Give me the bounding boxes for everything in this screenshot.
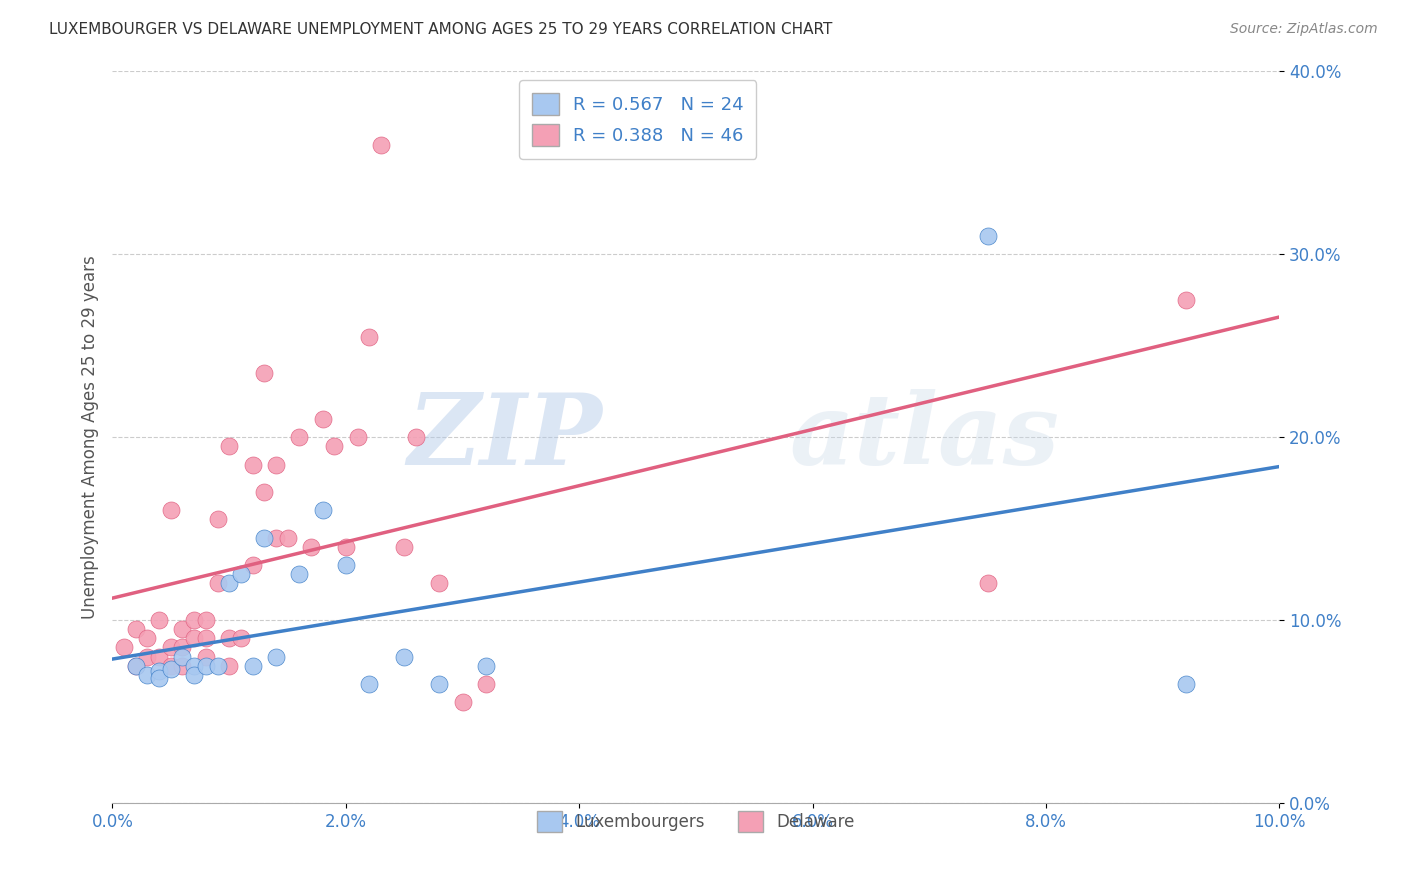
Point bbox=[125, 658, 148, 673]
Legend: Luxembourgers, Delaware: Luxembourgers, Delaware bbox=[530, 805, 862, 838]
Point bbox=[427, 677, 450, 691]
Point bbox=[207, 512, 229, 526]
Point bbox=[242, 558, 264, 573]
Point bbox=[475, 677, 498, 691]
Point bbox=[229, 632, 252, 646]
Y-axis label: Unemployment Among Ages 25 to 29 years: Unemployment Among Ages 25 to 29 years bbox=[80, 255, 98, 619]
Point bbox=[136, 667, 159, 681]
Point bbox=[299, 540, 322, 554]
Point bbox=[288, 430, 311, 444]
Point bbox=[218, 439, 240, 453]
Point bbox=[183, 613, 205, 627]
Point bbox=[242, 658, 264, 673]
Point bbox=[264, 649, 287, 664]
Point bbox=[976, 229, 998, 244]
Point bbox=[160, 640, 183, 655]
Point bbox=[264, 531, 287, 545]
Point bbox=[311, 503, 333, 517]
Point bbox=[136, 649, 159, 664]
Point bbox=[370, 137, 392, 152]
Point bbox=[1175, 677, 1198, 691]
Point bbox=[172, 622, 194, 636]
Text: Source: ZipAtlas.com: Source: ZipAtlas.com bbox=[1230, 22, 1378, 37]
Text: atlas: atlas bbox=[789, 389, 1059, 485]
Point bbox=[194, 649, 217, 664]
Point bbox=[335, 558, 357, 573]
Point bbox=[172, 649, 194, 664]
Point bbox=[183, 632, 205, 646]
Point bbox=[148, 664, 170, 678]
Point bbox=[218, 658, 240, 673]
Point bbox=[148, 649, 170, 664]
Point bbox=[276, 531, 298, 545]
Point bbox=[194, 632, 217, 646]
Point bbox=[183, 667, 205, 681]
Point bbox=[218, 632, 240, 646]
Point bbox=[475, 658, 498, 673]
Point bbox=[323, 439, 346, 453]
Point bbox=[207, 658, 229, 673]
Point bbox=[125, 622, 148, 636]
Point bbox=[207, 576, 229, 591]
Point bbox=[405, 430, 427, 444]
Point bbox=[976, 576, 998, 591]
Point bbox=[218, 576, 240, 591]
Point bbox=[183, 658, 205, 673]
Point bbox=[359, 677, 381, 691]
Point bbox=[394, 540, 416, 554]
Point bbox=[136, 632, 159, 646]
Point bbox=[264, 458, 287, 472]
Text: LUXEMBOURGER VS DELAWARE UNEMPLOYMENT AMONG AGES 25 TO 29 YEARS CORRELATION CHAR: LUXEMBOURGER VS DELAWARE UNEMPLOYMENT AM… bbox=[49, 22, 832, 37]
Point bbox=[253, 485, 276, 500]
Point bbox=[148, 672, 170, 686]
Point bbox=[253, 531, 276, 545]
Point bbox=[253, 366, 276, 380]
Point bbox=[148, 613, 170, 627]
Point bbox=[394, 649, 416, 664]
Point bbox=[194, 658, 217, 673]
Point bbox=[288, 567, 311, 582]
Point bbox=[194, 613, 217, 627]
Point bbox=[1175, 293, 1198, 307]
Point bbox=[242, 458, 264, 472]
Point bbox=[160, 658, 183, 673]
Point bbox=[311, 412, 333, 426]
Point bbox=[335, 540, 357, 554]
Point bbox=[160, 503, 183, 517]
Point bbox=[451, 695, 474, 709]
Point bbox=[229, 567, 252, 582]
Point bbox=[125, 658, 148, 673]
Point bbox=[112, 640, 135, 655]
Point bbox=[172, 658, 194, 673]
Text: ZIP: ZIP bbox=[408, 389, 603, 485]
Point bbox=[346, 430, 368, 444]
Point bbox=[160, 662, 183, 676]
Point bbox=[359, 329, 381, 343]
Point bbox=[172, 640, 194, 655]
Point bbox=[427, 576, 450, 591]
